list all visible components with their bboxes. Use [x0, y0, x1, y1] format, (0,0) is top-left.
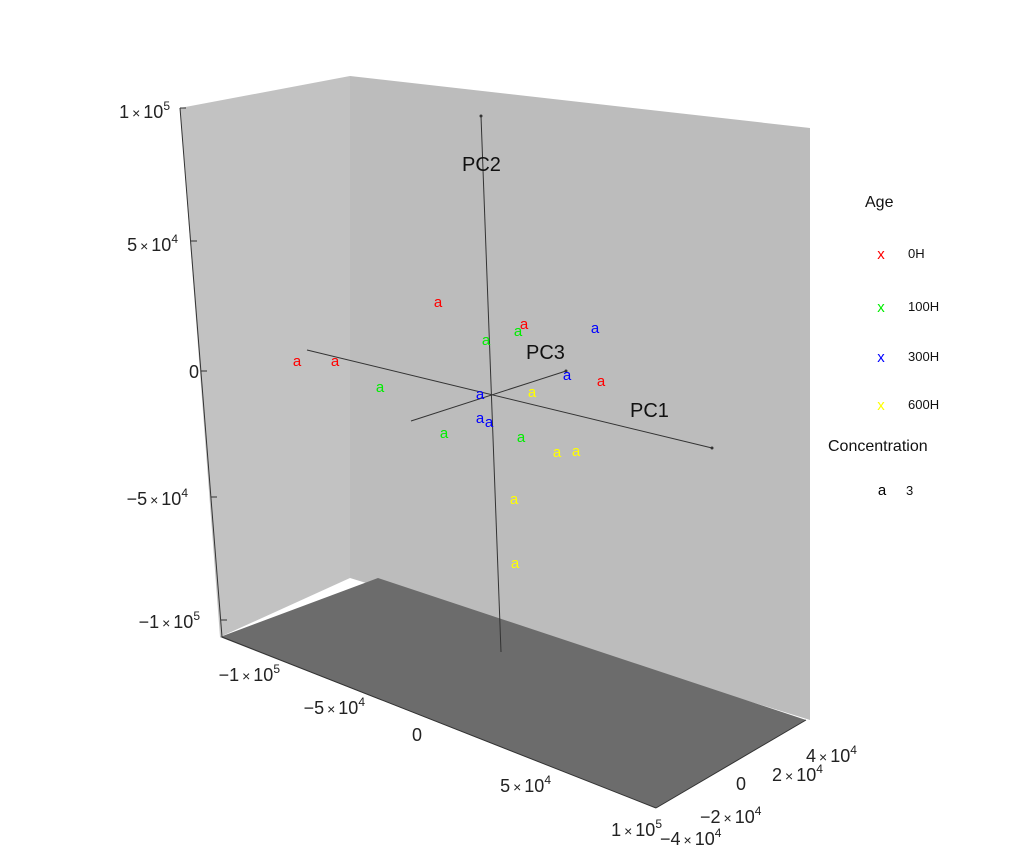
legend-100h-symbol: x: [877, 299, 885, 316]
dtick-label: 0: [736, 774, 746, 794]
front-axis-line: [221, 636, 657, 809]
data-point-600h: a: [553, 444, 562, 461]
front-ticks: −1 × 105 −5 × 104 0 5 × 104 1 × 105: [219, 662, 663, 840]
dtick-label: −4 × 104: [660, 826, 722, 849]
legend-age-title: Age: [865, 194, 894, 211]
data-point-100h: a: [517, 429, 526, 446]
data-point-300h: a: [476, 386, 485, 403]
back-wall: [350, 76, 810, 720]
legend-concentration-title: Concentration: [828, 438, 928, 455]
depth-axis-line: [655, 719, 807, 809]
legend-300h-label: 300H: [908, 349, 939, 364]
legend: Age x 0H x 100H x 300H x 600H Concentrat…: [828, 194, 939, 499]
ftick-label: −1 × 105: [219, 662, 281, 685]
pc1-axis: [306, 349, 713, 449]
pc2-axis: [480, 115, 502, 653]
legend-600h-symbol: x: [877, 397, 885, 414]
vtick-label: 5 × 104: [127, 232, 178, 255]
ftick-label: 1 × 105: [611, 817, 662, 840]
ftick-label: 0: [412, 725, 422, 745]
legend-600h-label: 600H: [908, 397, 939, 412]
data-point-600h: a: [510, 491, 519, 508]
data-point-600h: a: [572, 443, 581, 460]
floor: [220, 578, 806, 808]
data-point-100h: a: [376, 379, 385, 396]
vtick-label: −5 × 104: [127, 486, 189, 509]
data-point-300h: a: [591, 320, 600, 337]
data-point-0h: a: [520, 316, 529, 333]
data-point-100h: a: [482, 332, 491, 349]
data-point-100h: a: [514, 323, 523, 340]
legend-conc-label: 3: [906, 483, 913, 498]
legend-0h-label: 0H: [908, 246, 925, 261]
data-point-300h: a: [476, 410, 485, 427]
data-point-0h: a: [331, 353, 340, 370]
data-point-600h: a: [528, 384, 537, 401]
legend-300h-symbol: x: [877, 349, 885, 366]
legend-conc-symbol: a: [878, 482, 887, 499]
vtick-label: −1 × 105: [139, 609, 201, 632]
data-point-0h: a: [434, 294, 443, 311]
data-point-0h: a: [597, 373, 606, 390]
legend-100h-label: 100H: [908, 299, 939, 314]
pc3-axis: [410, 370, 567, 422]
left-wall: [180, 76, 350, 637]
vtick-label: 1 × 105: [119, 99, 170, 122]
data-point-300h: a: [563, 367, 572, 384]
pc3-label: PC3: [526, 342, 565, 364]
pc1-label: PC1: [630, 400, 669, 422]
vertical-axis-line: [179, 107, 223, 638]
legend-0h-symbol: x: [877, 246, 885, 263]
pc2-label: PC2: [462, 154, 501, 176]
data-point-100h: a: [440, 425, 449, 442]
data-point-0h: a: [293, 353, 302, 370]
depth-ticks: −4 × 104 −2 × 104 0 2 × 104 4 × 104: [660, 743, 857, 849]
dtick-label: 4 × 104: [806, 743, 857, 766]
vtick-label: 0: [189, 362, 199, 382]
pc-axes: PC2 PC3 PC1: [306, 114, 714, 653]
dtick-label: −2 × 104: [700, 804, 762, 827]
data-point-600h: a: [511, 555, 520, 572]
data-point-300h: a: [485, 414, 494, 431]
dtick-label: 2 × 104: [772, 762, 823, 785]
ftick-label: −5 × 104: [304, 695, 366, 718]
vertical-ticks: 1 × 105 5 × 104 0 −5 × 104 −1 × 105: [119, 99, 227, 632]
ftick-label: 5 × 104: [500, 773, 551, 796]
